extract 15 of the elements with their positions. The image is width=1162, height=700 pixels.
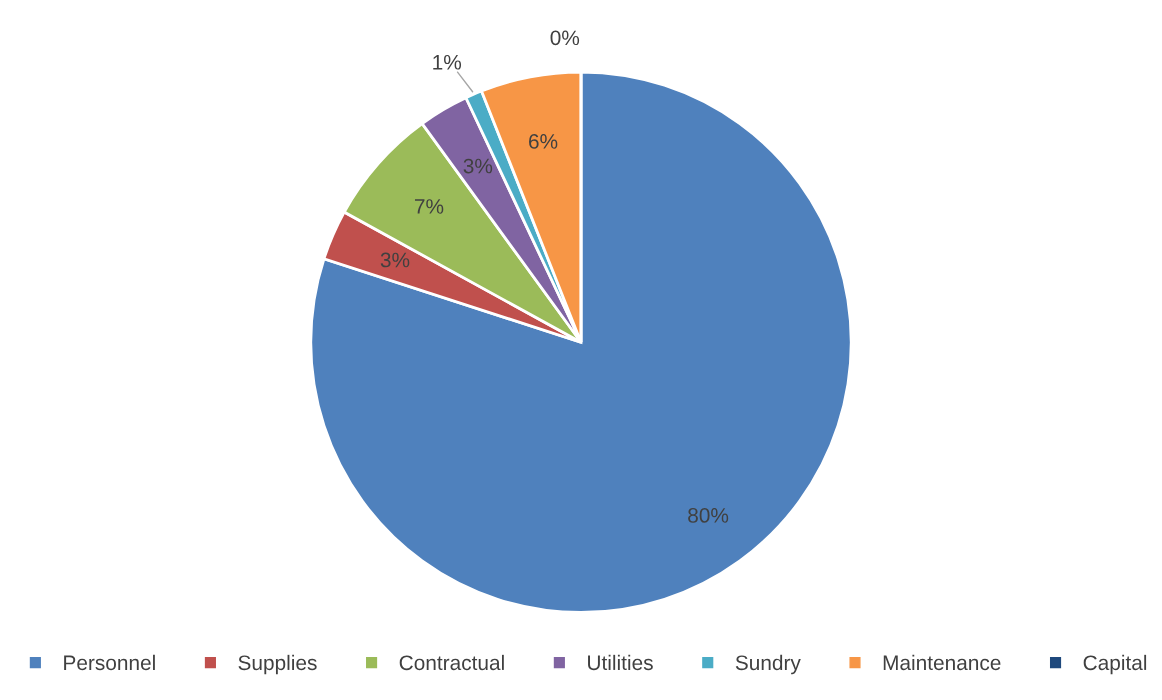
- legend-label: Supplies: [238, 654, 317, 675]
- data-label: 1%: [433, 54, 462, 70]
- data-label: 7%: [414, 199, 444, 214]
- data-label: 3%: [380, 252, 410, 268]
- legend-label: Contractual: [399, 654, 504, 671]
- legend-label: Sundry: [735, 654, 801, 675]
- legend-label: Maintenance: [883, 654, 1001, 671]
- data-label: 80%: [688, 508, 729, 523]
- data-label: 3%: [463, 158, 493, 174]
- data-label: 6%: [529, 134, 558, 149]
- text: 0%: [550, 30, 580, 46]
- pie-slice: [309, 70, 853, 614]
- legend-label: Personnel: [64, 654, 155, 671]
- legend-label: Utilities: [588, 654, 653, 671]
- legend-label: Capital: [1083, 654, 1147, 675]
